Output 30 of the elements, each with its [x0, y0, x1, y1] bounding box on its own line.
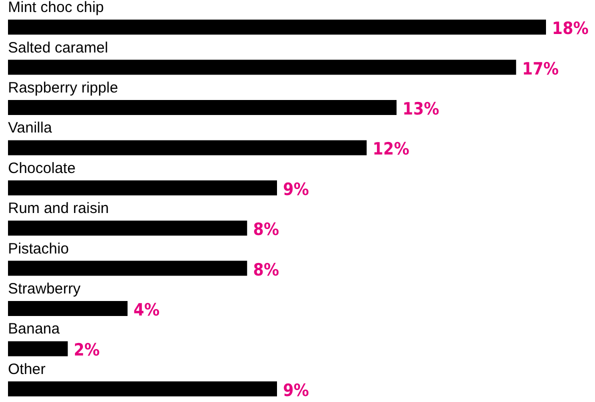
- bar: [8, 20, 546, 35]
- data-label: 18%: [552, 19, 589, 40]
- y-tick-label: Rum and raisin: [8, 200, 109, 218]
- y-tick-label: Pistachio: [8, 240, 69, 258]
- y-tick-label: Mint choc chip: [8, 0, 104, 16]
- bar: [8, 301, 128, 316]
- y-tick-label: Salted caramel: [8, 39, 108, 56]
- bar: [8, 220, 248, 236]
- data-label: 8%: [253, 260, 280, 280]
- data-label: 4%: [134, 300, 160, 320]
- bar: [8, 341, 68, 356]
- y-tick-label: Other: [8, 360, 46, 378]
- bar: [8, 140, 367, 156]
- y-tick-label: Banana: [8, 320, 60, 338]
- data-label: 13%: [402, 100, 440, 120]
- bar: [8, 60, 516, 75]
- y-tick-label: Vanilla: [8, 120, 53, 137]
- data-label: 17%: [522, 59, 559, 80]
- bar: [8, 260, 248, 276]
- data-label: 9%: [283, 380, 309, 401]
- data-label: 12%: [372, 140, 410, 160]
- bar: [8, 381, 277, 396]
- y-tick-label: Chocolate: [8, 160, 76, 177]
- bar: [8, 100, 397, 115]
- data-label: 9%: [283, 180, 309, 200]
- y-tick-label: Strawberry: [8, 280, 82, 298]
- data-label: 8%: [253, 220, 280, 240]
- y-tick-label: Raspberry ripple: [8, 80, 118, 96]
- bar: [8, 180, 277, 196]
- data-label: 2%: [74, 340, 100, 361]
